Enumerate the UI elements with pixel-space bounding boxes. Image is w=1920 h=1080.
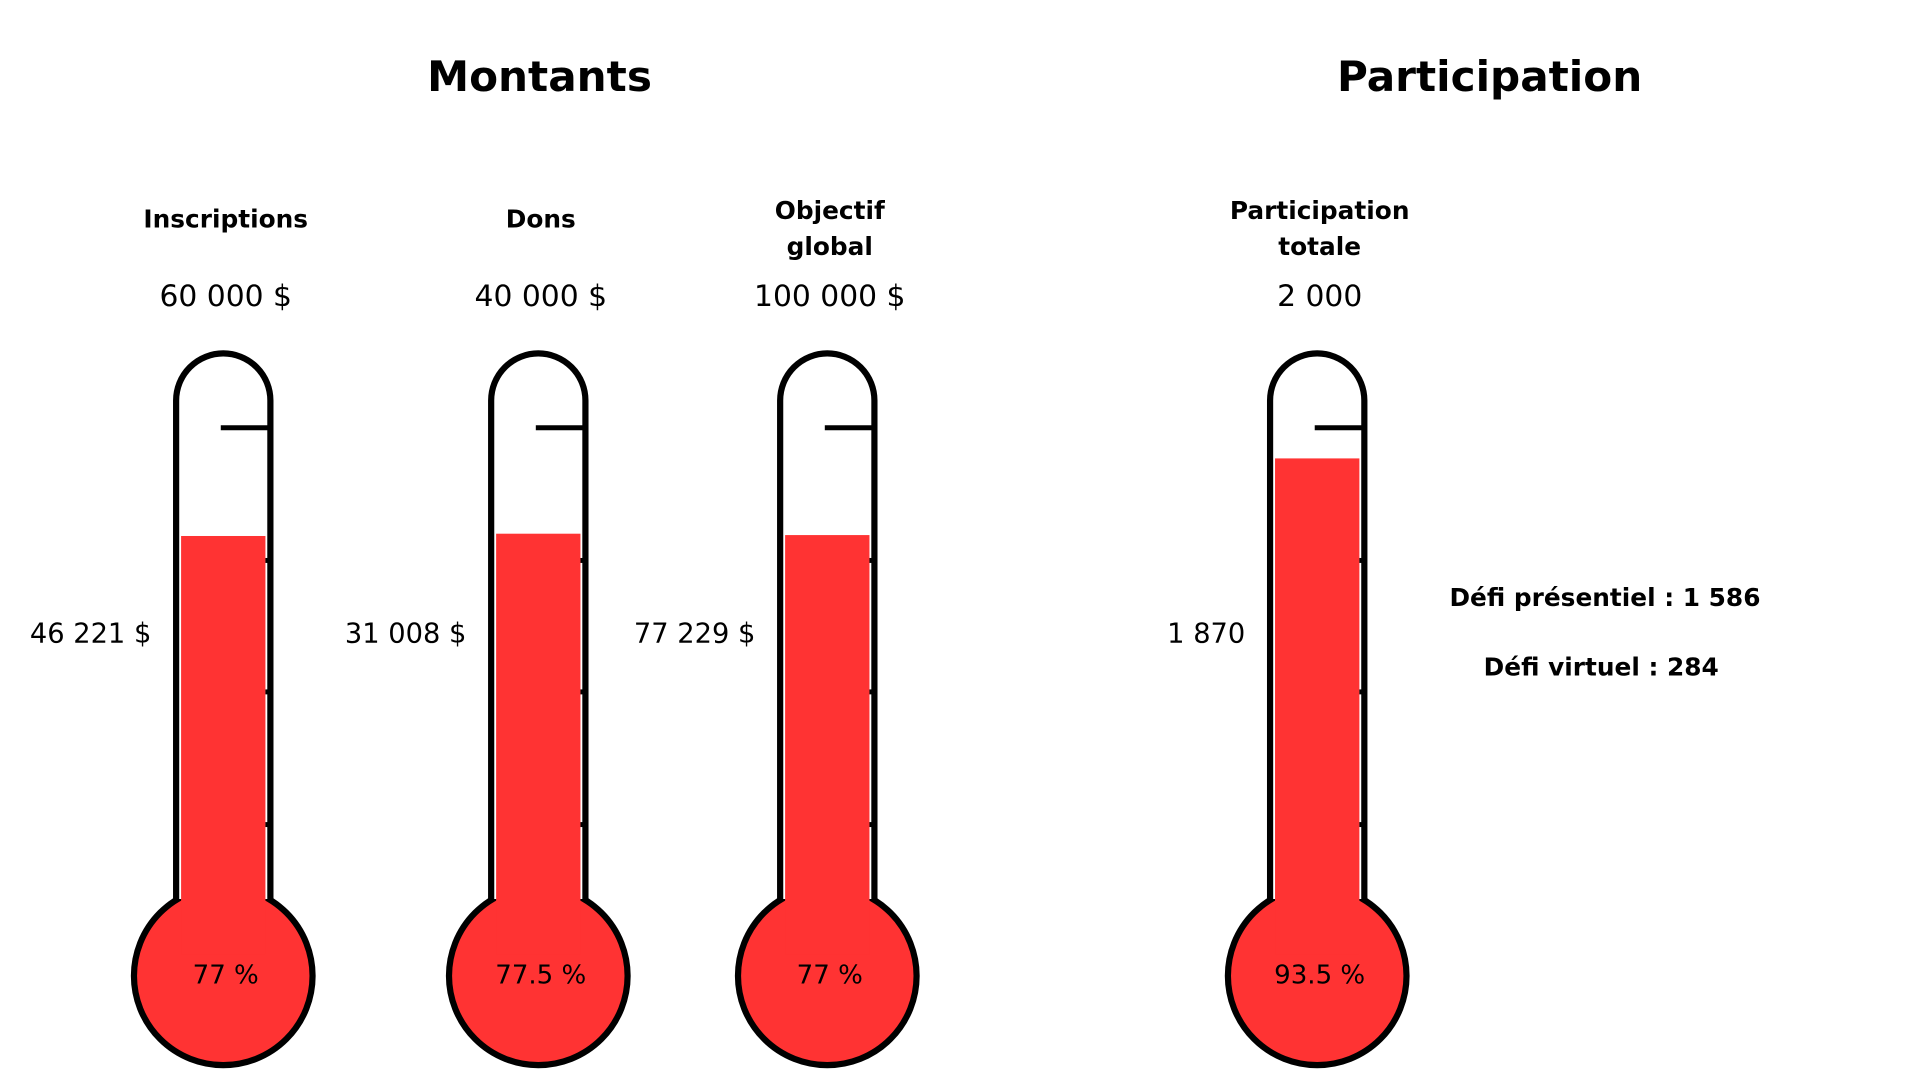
gauge-label: Inscriptions (143, 205, 308, 234)
gauge-label: totale (1278, 232, 1361, 261)
gauge-goal: 2 000 (1277, 279, 1362, 314)
fill-level (785, 535, 870, 955)
gauge-percent: 77 % (797, 960, 863, 990)
fill-level (496, 533, 581, 955)
gauge-percent: 77.5 % (495, 960, 586, 990)
gauge-value: 31 008 $ (345, 618, 466, 649)
gauge-goal: 60 000 $ (159, 279, 292, 314)
note: Défi virtuel : 284 (1484, 652, 1719, 681)
gauge-label: Objectif (775, 196, 885, 225)
gauge-label: Participation (1230, 196, 1410, 225)
gauge-goal: 40 000 $ (475, 279, 608, 314)
gauge-goal: 100 000 $ (754, 279, 905, 314)
gauge-value: 46 221 $ (30, 618, 151, 649)
gauge-label: Dons (506, 205, 576, 234)
note: Défi présentiel : 1 586 (1449, 583, 1760, 612)
gauge-percent: 77 % (193, 960, 259, 990)
section-title: Participation (1337, 52, 1642, 101)
gauge-percent: 93.5 % (1274, 960, 1365, 990)
gauge-value: 1 870 (1167, 618, 1245, 649)
gauge-label: global (787, 232, 873, 261)
fill-level (181, 535, 266, 955)
section-title: Montants (427, 52, 652, 101)
gauge-value: 77 229 $ (634, 618, 755, 649)
fill-level (1275, 458, 1360, 955)
